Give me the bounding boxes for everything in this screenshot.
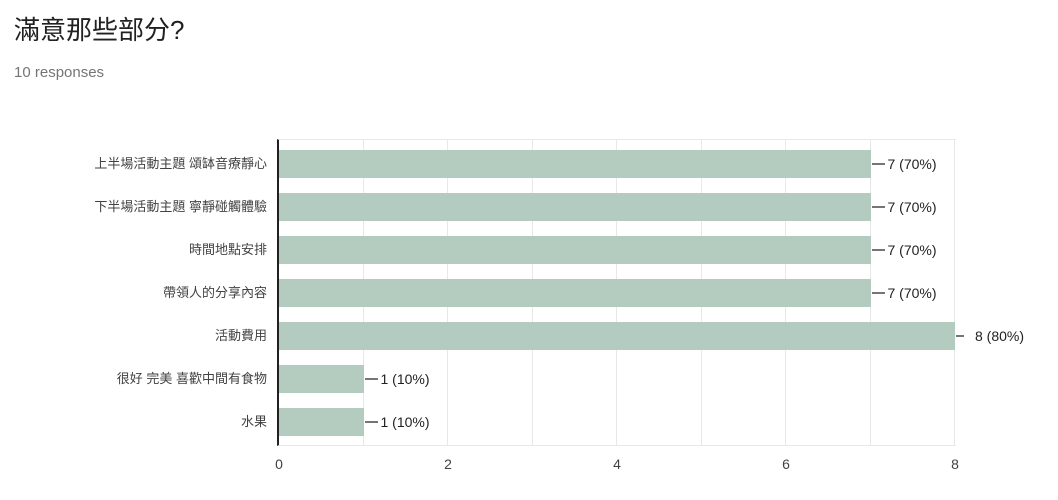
value-callout-line [364,378,378,380]
x-axis-tick-0: 0 [275,456,283,472]
category-label: 下半場活動主題 寧靜碰觸體驗 [94,199,267,214]
value-label: 7 (70%) [887,199,937,215]
value-callout-line [956,335,964,337]
category-label: 很好 完美 喜歡中間有食物 [116,371,267,386]
value-label: 8 (80%) [975,328,1025,344]
category-label: 帶領人的分享內容 [162,285,267,300]
response-count: 10 responses [14,64,105,81]
value-callout-line [871,292,885,294]
value-label: 7 (70%) [887,285,937,301]
category-label: 上半場活動主題 頌缽音療靜心 [94,156,267,171]
value-callout-line [871,249,885,251]
category-label: 時間地點安排 [188,242,267,257]
bar-7[interactable] [279,408,364,436]
value-label: 7 (70%) [887,156,937,172]
category-label: 活動費用 [214,328,267,343]
value-callout-line [871,206,885,208]
bar-3[interactable] [279,236,871,264]
category-label: 水果 [240,414,267,429]
value-callout-line [871,163,885,165]
value-callout-line [364,421,378,423]
x-axis-tick-2: 2 [444,456,452,472]
bar-1[interactable] [279,150,871,178]
bar-4[interactable] [279,279,871,307]
value-label: 7 (70%) [887,242,937,258]
value-label: 1 (10%) [380,414,430,430]
bar-6[interactable] [279,365,364,393]
gridline-x-8 [954,140,955,445]
value-label: 1 (10%) [380,371,430,387]
x-axis-tick-4: 4 [613,456,621,472]
x-axis-tick-8: 8 [951,456,959,472]
bar-2[interactable] [279,193,871,221]
x-axis-tick-6: 6 [782,456,790,472]
bar-chart-plot-area: 上半場活動主題 頌缽音療靜心 7 (70%) 下半場活動主題 寧靜碰觸體驗 7 (70… [94,139,1024,472]
question-title: 滿意那些部分? [14,15,185,45]
bar-5[interactable] [279,322,955,350]
